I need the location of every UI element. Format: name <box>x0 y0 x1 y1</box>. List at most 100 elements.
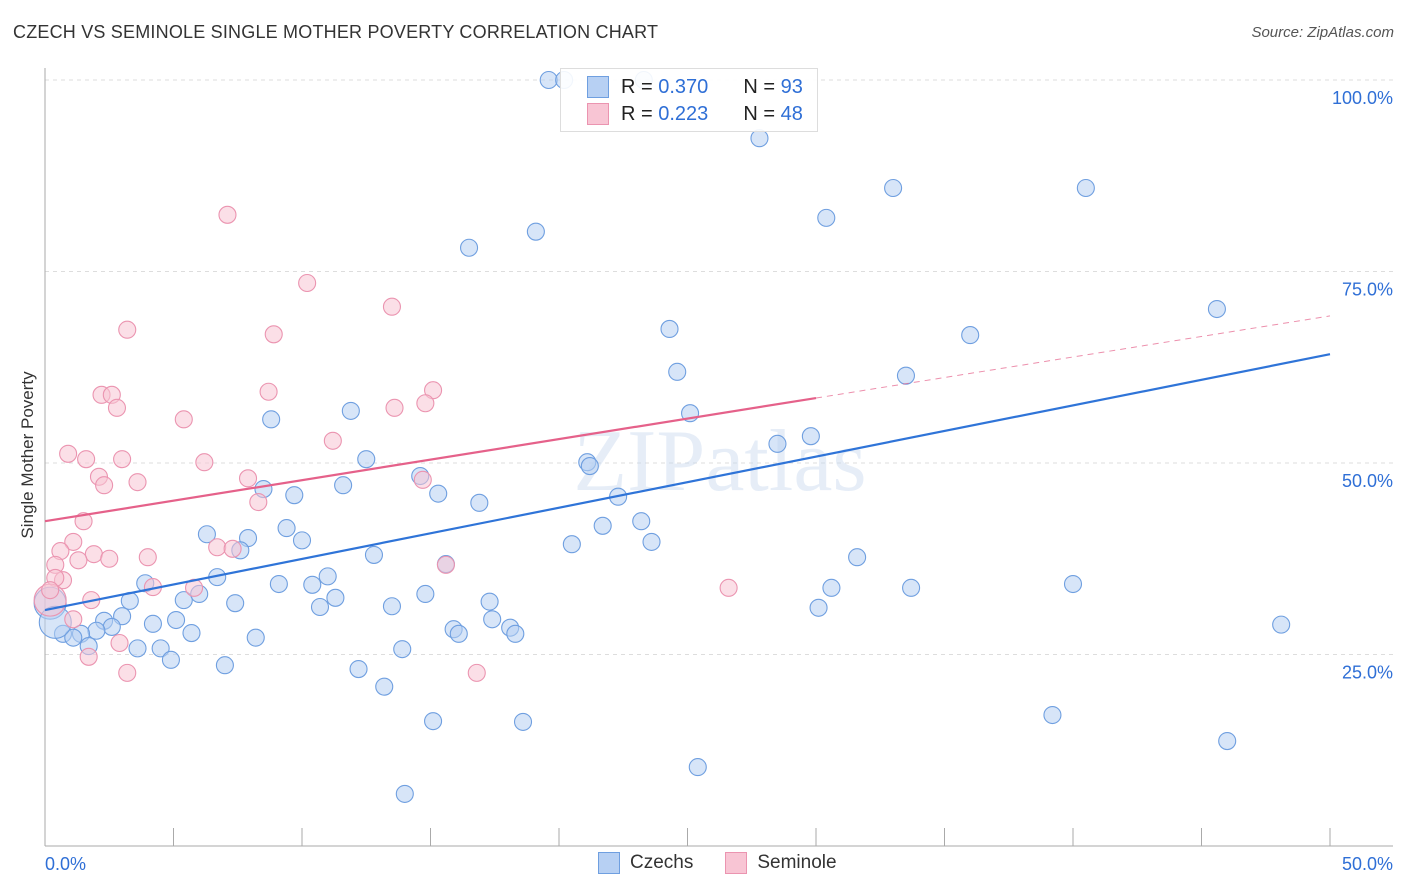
data-point <box>632 512 651 531</box>
data-point <box>483 610 502 629</box>
data-point <box>393 640 412 659</box>
data-point <box>416 584 435 604</box>
data-point <box>364 545 384 564</box>
data-point <box>580 457 599 476</box>
data-point <box>107 398 127 417</box>
data-point <box>375 677 394 696</box>
data-point <box>303 575 322 594</box>
data-point <box>459 238 479 257</box>
data-point <box>513 712 533 731</box>
data-point <box>59 444 78 463</box>
trend-line-czechs <box>44 353 1331 612</box>
data-point <box>195 453 214 472</box>
data-point <box>208 538 227 557</box>
series-legend: Czechs Seminole <box>598 852 837 874</box>
data-point <box>413 470 432 489</box>
data-point <box>151 639 170 658</box>
data-point <box>470 493 489 512</box>
y-axis-label: Single Mother Poverty <box>18 371 37 539</box>
data-point <box>902 578 921 597</box>
data-point <box>768 434 787 453</box>
data-point <box>197 525 216 544</box>
data-point <box>334 476 353 495</box>
data-point <box>118 663 137 682</box>
data-point <box>174 591 193 610</box>
data-point <box>79 647 98 666</box>
chart-title: CZECH VS SEMINOLE SINGLE MOTHER POVERTY … <box>13 22 659 42</box>
data-point <box>100 549 119 568</box>
n-value: 93 <box>780 75 803 98</box>
data-point <box>449 624 468 643</box>
data-point <box>884 178 903 198</box>
data-point <box>310 597 330 617</box>
n-label: N = <box>743 75 776 98</box>
data-point <box>161 650 180 669</box>
data-point <box>102 617 121 636</box>
data-point <box>539 70 558 90</box>
data-point <box>1076 178 1095 198</box>
data-point <box>801 427 820 446</box>
series-czechs <box>33 70 1291 803</box>
data-point <box>326 588 345 607</box>
data-point <box>357 450 376 469</box>
czechs-swatch <box>587 76 609 98</box>
data-point <box>382 297 402 316</box>
data-point <box>660 319 679 339</box>
legend-seminole: Seminole <box>757 852 837 873</box>
r-value: 0.370 <box>658 75 709 98</box>
legend-row-seminole: R = 0.223 N = 48 <box>587 101 803 127</box>
r-label: R = <box>621 75 653 98</box>
data-point <box>277 519 296 538</box>
data-point <box>719 578 738 597</box>
data-point <box>223 539 242 558</box>
data-point <box>77 450 96 469</box>
data-point <box>318 567 337 586</box>
data-point <box>128 639 147 658</box>
data-point <box>593 516 612 535</box>
data-point <box>292 531 312 550</box>
data-point <box>323 431 342 450</box>
data-point <box>467 663 486 682</box>
data-point <box>668 362 687 381</box>
source-label: Source: ZipAtlas.com <box>1251 24 1394 41</box>
data-point <box>395 784 414 803</box>
data-point <box>249 493 268 512</box>
data-point <box>87 621 106 640</box>
data-point <box>41 581 60 600</box>
seminole-swatch <box>587 103 609 125</box>
data-point <box>642 532 661 551</box>
data-point <box>562 535 581 554</box>
data-point <box>74 512 93 531</box>
data-point <box>84 545 103 564</box>
trend-line-seminole <box>44 396 817 523</box>
data-point <box>817 208 836 227</box>
data-point <box>424 712 443 731</box>
data-point <box>226 594 245 613</box>
y-tick-label: 50.0% <box>1342 471 1393 491</box>
correlation-legend: R = 0.370 N = 93 R = 0.223 N = 48 <box>560 68 818 132</box>
data-point <box>750 129 769 148</box>
data-point <box>896 366 916 385</box>
data-point <box>848 548 867 567</box>
data-point <box>341 401 360 420</box>
legend-czechs: Czechs <box>630 852 694 873</box>
series-seminole <box>33 205 738 682</box>
data-point <box>298 273 317 293</box>
r-label: R = <box>621 102 653 125</box>
data-point <box>688 758 707 777</box>
x-tick-label: 50.0% <box>1342 854 1393 874</box>
data-point <box>110 633 129 653</box>
data-point <box>259 382 278 401</box>
data-point <box>182 624 201 643</box>
data-point <box>218 205 237 224</box>
data-point <box>382 597 402 616</box>
data-point <box>246 628 265 647</box>
y-tick-label: 75.0% <box>1342 280 1393 300</box>
data-point <box>64 610 83 629</box>
data-point <box>809 598 828 617</box>
data-point <box>64 532 83 551</box>
data-point <box>113 450 132 469</box>
data-point <box>262 410 281 429</box>
data-point <box>349 660 368 679</box>
